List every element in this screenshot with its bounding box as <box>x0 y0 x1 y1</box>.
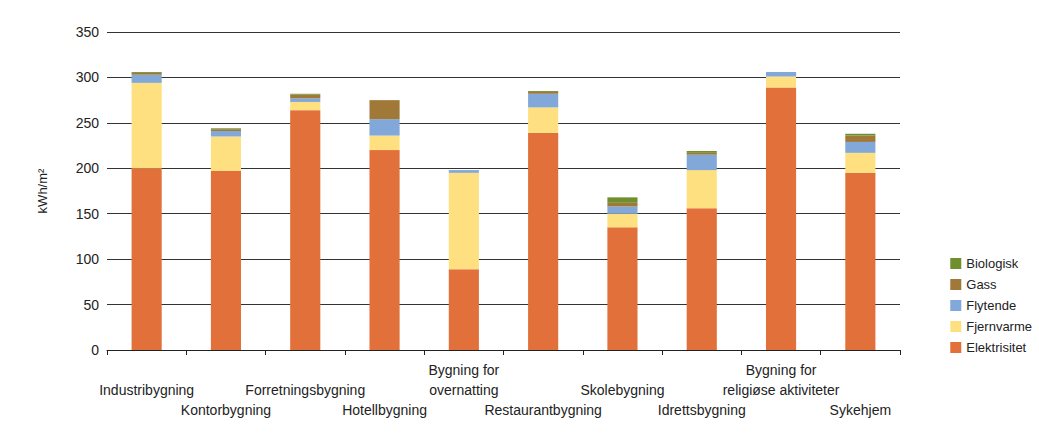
svg-text:overnatting: overnatting <box>429 382 498 398</box>
svg-text:50: 50 <box>83 297 99 313</box>
svg-text:Bygning for: Bygning for <box>428 362 499 378</box>
svg-text:Elektrisitet: Elektrisitet <box>966 340 1026 355</box>
svg-text:150: 150 <box>76 206 100 222</box>
svg-text:Bygning for: Bygning for <box>746 362 817 378</box>
svg-text:250: 250 <box>76 115 100 131</box>
svg-text:Biologisk: Biologisk <box>966 256 1019 271</box>
svg-text:religiøse aktiviteter: religiøse aktiviteter <box>723 382 840 398</box>
svg-text:Sykehjem: Sykehjem <box>830 402 891 418</box>
svg-text:0: 0 <box>91 342 99 358</box>
svg-text:Skolebygning: Skolebygning <box>580 382 664 398</box>
svg-text:Restaurantbygning: Restaurantbygning <box>484 402 602 418</box>
svg-text:100: 100 <box>76 251 100 267</box>
svg-text:Kontorbygning: Kontorbygning <box>181 402 271 418</box>
svg-text:Gass: Gass <box>966 277 997 292</box>
svg-text:Fjernvarme: Fjernvarme <box>966 319 1032 334</box>
svg-text:Flytende: Flytende <box>966 298 1016 313</box>
svg-text:Idrettsbygning: Idrettsbygning <box>658 402 746 418</box>
svg-text:200: 200 <box>76 160 100 176</box>
svg-text:Industribygning: Industribygning <box>99 382 194 398</box>
svg-text:300: 300 <box>76 69 100 85</box>
svg-text:350: 350 <box>76 24 100 40</box>
svg-text:Hotellbygning: Hotellbygning <box>342 402 427 418</box>
svg-text:kWh/m²: kWh/m² <box>35 168 50 213</box>
svg-text:Forretningsbygning: Forretningsbygning <box>245 382 365 398</box>
